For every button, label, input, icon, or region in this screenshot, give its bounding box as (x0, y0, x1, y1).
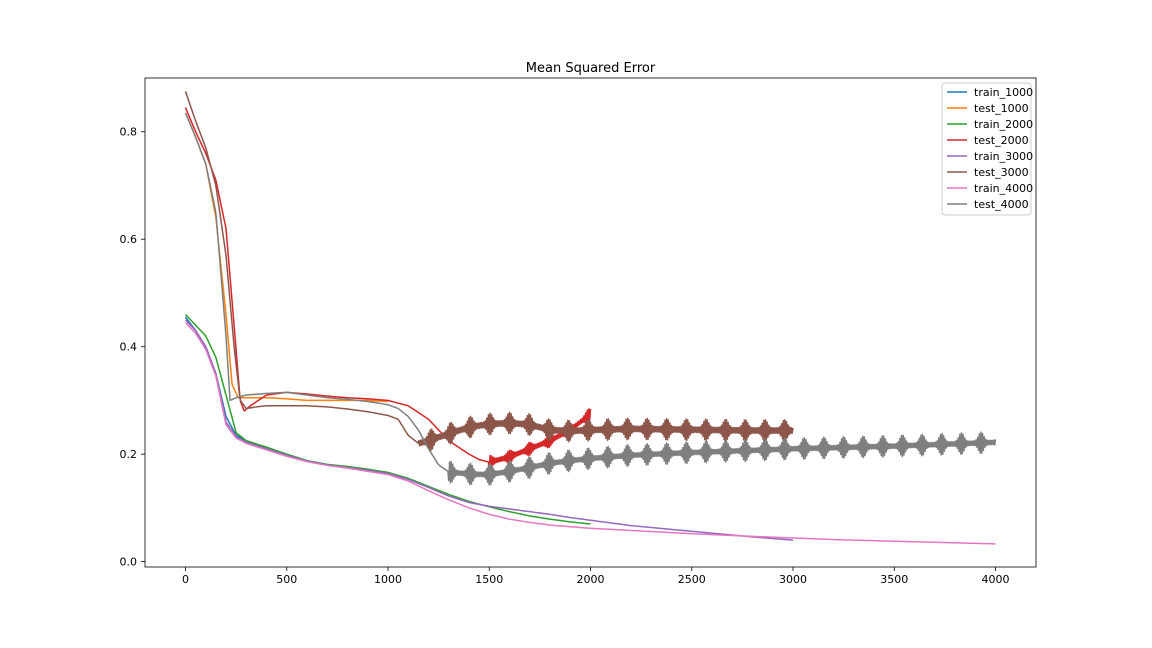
series-line-test-4000 (184, 112, 997, 486)
x-tick-label: 1000 (374, 573, 402, 586)
legend-label: test_2000 (974, 134, 1029, 147)
y-tick-label: 0.2 (120, 448, 138, 461)
x-tick-label: 3500 (880, 573, 908, 586)
series-line-test-2000 (184, 107, 592, 470)
series-layer (184, 91, 997, 545)
legend-label: test_4000 (974, 198, 1029, 211)
series-line-train-2000 (184, 313, 591, 525)
x-tick-label: 4000 (982, 573, 1010, 586)
y-tick-label: 0.4 (120, 341, 138, 354)
chart-title: Mean Squared Error (526, 61, 656, 76)
legend-label: train_4000 (974, 182, 1033, 195)
y-tick-label: 0.0 (120, 556, 138, 569)
x-tick-label: 1500 (475, 573, 503, 586)
y-tick-label: 0.6 (120, 233, 138, 246)
y-tick-label: 0.8 (120, 126, 138, 139)
x-tick-label: 2500 (678, 573, 706, 586)
x-tick-label: 2000 (577, 573, 605, 586)
legend-label: test_1000 (974, 102, 1029, 115)
series-line-train-3000 (184, 319, 794, 541)
legend-label: train_1000 (974, 86, 1033, 99)
x-tick-label: 500 (276, 573, 297, 586)
legend-box (941, 82, 1032, 216)
y-axis: 0.0 0.2 0.4 0.6 0.8 (120, 126, 145, 569)
series-line-test-3000 (184, 91, 794, 452)
x-tick-label: 3000 (779, 573, 807, 586)
series-line-train-4000 (184, 321, 996, 545)
legend: train_1000 test_1000 train_2000 test_2000tr… (941, 82, 1033, 216)
legend-label: test_3000 (974, 166, 1029, 179)
x-axis: 0 500 1000 1500 2000 2500 3000 3500 4000 (182, 567, 1010, 586)
legend-label: train_3000 (974, 150, 1033, 163)
legend-label: train_2000 (974, 118, 1033, 131)
x-tick-label: 0 (182, 573, 189, 586)
